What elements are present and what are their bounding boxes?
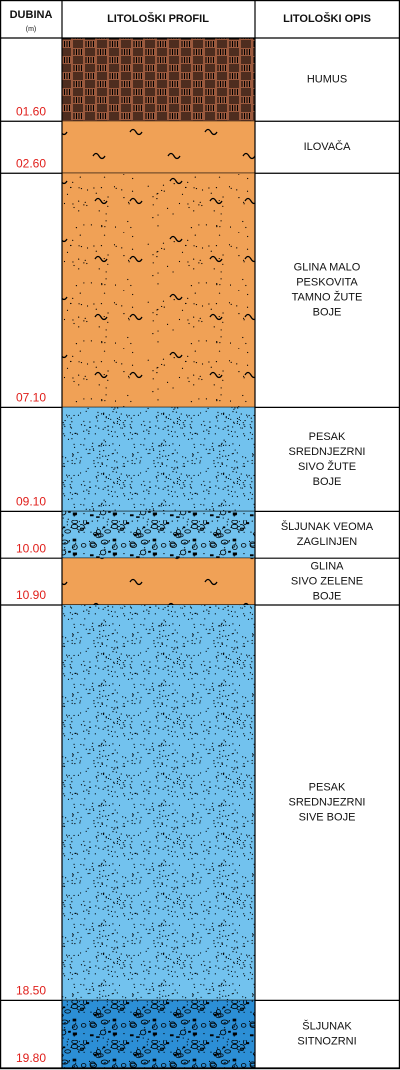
depth-label: 18.50 xyxy=(16,984,46,998)
depth-unit: (m) xyxy=(26,26,37,33)
layer-texture xyxy=(62,407,255,512)
depth-header: DUBINA xyxy=(10,9,53,21)
depth-label: 02.60 xyxy=(16,156,46,170)
depth-label: 10.90 xyxy=(16,588,46,602)
depth-label: 09.10 xyxy=(16,495,46,509)
description-line: BOJE xyxy=(313,591,342,603)
description-line: TAMNO ŽUTE xyxy=(292,291,363,304)
layers: 01.60 HUMUS 02.60 ILOVAČA 07.10 GLINA MALO PES… xyxy=(0,38,400,1069)
depth-label: 19.80 xyxy=(16,1051,46,1065)
profile-header: LITOLOŠKI PROFIL xyxy=(107,12,209,25)
depth-label: 10.00 xyxy=(16,541,46,555)
description-line: PESAK xyxy=(309,431,346,443)
layer-texture xyxy=(62,511,255,559)
depth-label: 01.60 xyxy=(16,104,46,118)
layer-texture xyxy=(62,173,255,408)
description-line: PESKOVITA xyxy=(296,277,358,289)
description-line: SREDNJEZRNI xyxy=(288,797,365,809)
layer-texture xyxy=(62,38,255,122)
layer-texture xyxy=(62,121,255,174)
layer-texture xyxy=(62,605,255,1001)
depth-label: 07.10 xyxy=(16,391,46,405)
description-header: LITOLOŠKI OPIS xyxy=(283,12,371,25)
description-line: BOJE xyxy=(313,476,342,488)
description-line: HUMUS xyxy=(307,74,347,86)
description-line: SITNOZRNI xyxy=(297,1036,356,1048)
description-line: SIVE BOJE xyxy=(299,812,356,824)
layer-texture xyxy=(62,558,255,606)
description-line: GLINA xyxy=(310,561,344,573)
description-line: BOJE xyxy=(313,307,342,319)
layer-texture xyxy=(62,1000,255,1068)
description-line: ILOVAČA xyxy=(304,140,352,153)
description-line: ZAGLINJEN xyxy=(297,536,358,548)
description-line: ŠLJUNAK xyxy=(302,1020,352,1033)
description-line: PESAK xyxy=(309,782,346,794)
description-line: SIVO ZELENE xyxy=(291,576,363,588)
description-line: SREDNJEZRNI xyxy=(288,446,365,458)
description-line: ŠLJUNAK VEOMA xyxy=(281,520,374,533)
description-line: GLINA MALO xyxy=(294,262,361,274)
description-line: SIVO ŽUTE xyxy=(298,460,356,473)
